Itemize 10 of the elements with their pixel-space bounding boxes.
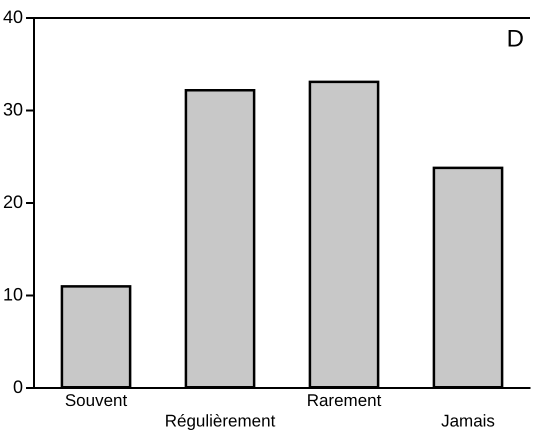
y-tick-label: 40 bbox=[2, 6, 24, 27]
x-tick-label: Rarement bbox=[306, 391, 382, 410]
y-tick-label: 10 bbox=[2, 284, 24, 305]
x-tick-label: Jamais bbox=[441, 411, 495, 430]
x-tick-label: Souvent bbox=[64, 391, 128, 410]
y-tick-label: 0 bbox=[13, 377, 24, 398]
y-tick-label: 20 bbox=[2, 192, 24, 212]
x-tick-label: Régulièrement bbox=[164, 411, 276, 430]
annotation: D bbox=[506, 26, 524, 53]
y-tick-label: 30 bbox=[2, 100, 24, 120]
